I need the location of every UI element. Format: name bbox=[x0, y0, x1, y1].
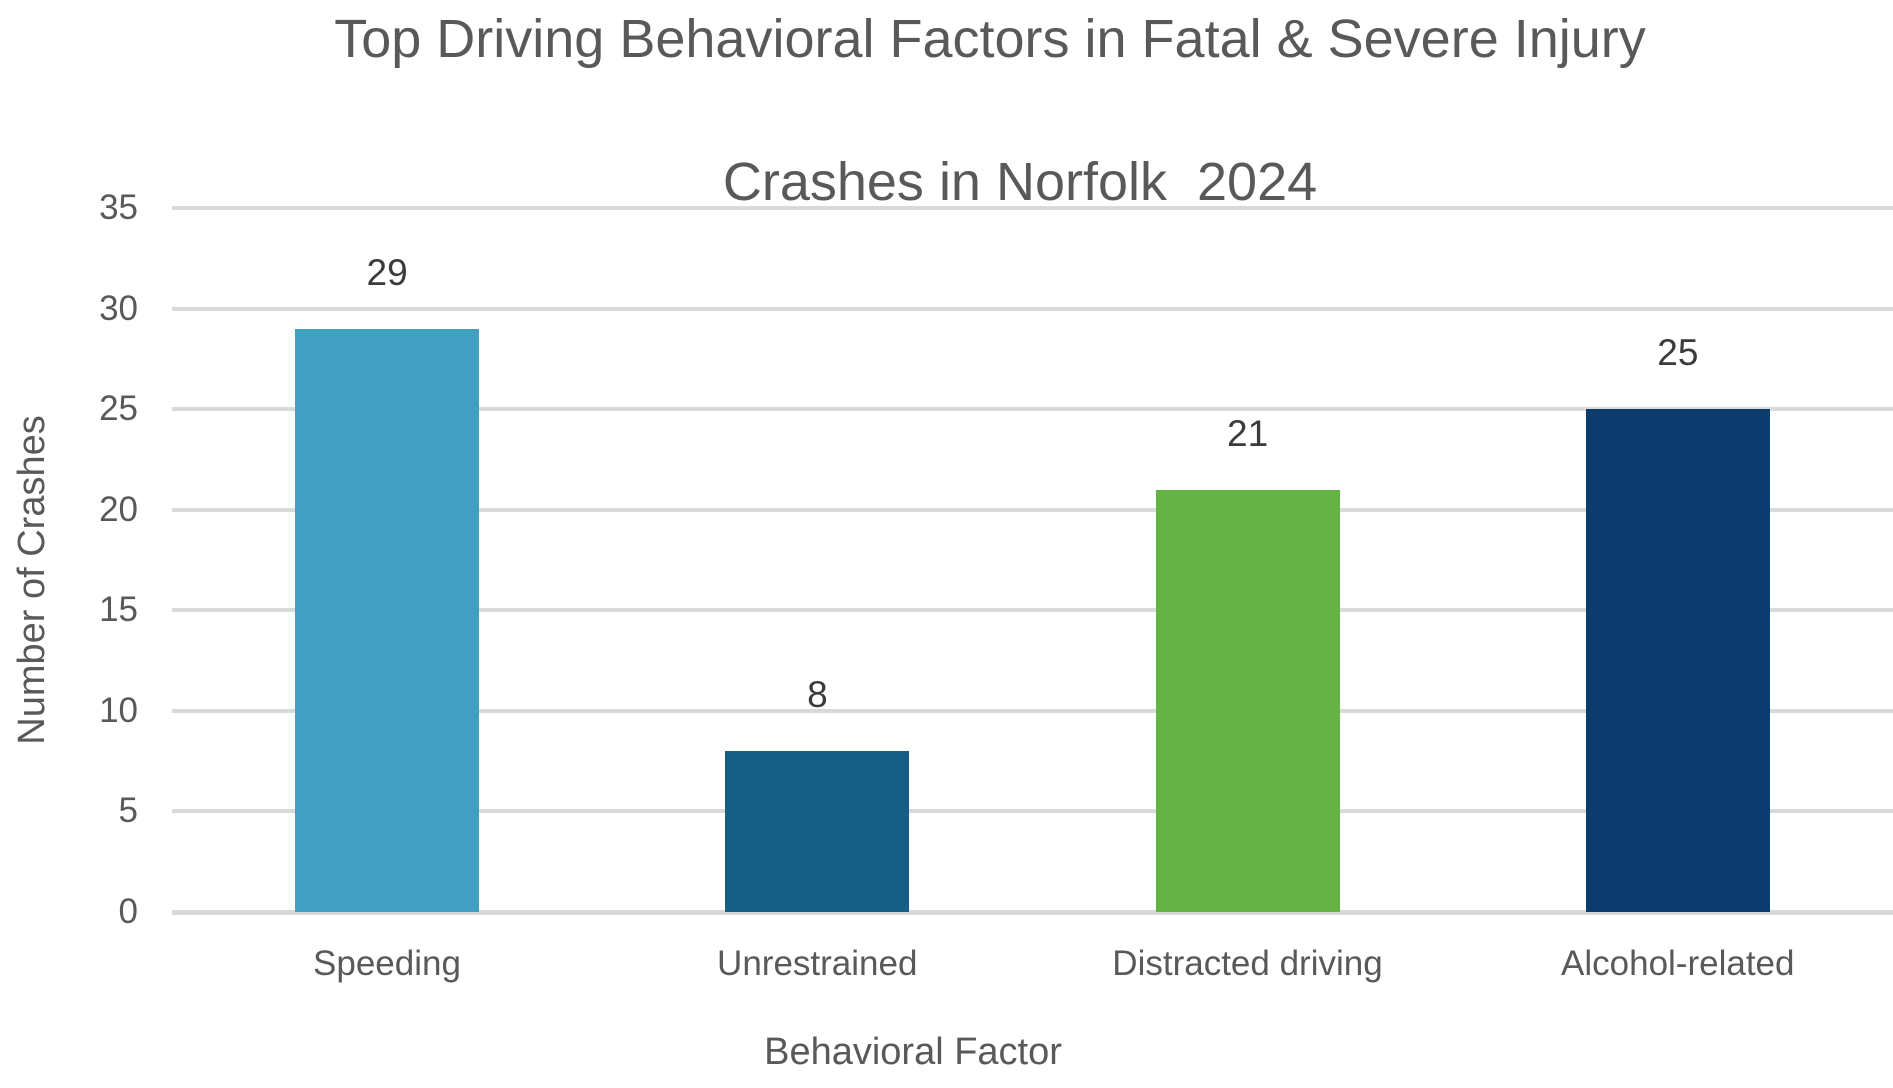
x-category-label-alcohol-related: Alcohol-related bbox=[1561, 944, 1795, 983]
gridline-y-25 bbox=[172, 407, 1893, 412]
x-category-label-speeding: Speeding bbox=[313, 944, 461, 983]
y-tick-label-10: 10 bbox=[99, 690, 138, 730]
y-tick-label-35: 35 bbox=[99, 188, 138, 227]
gridline-y-35 bbox=[172, 206, 1893, 210]
bar-unrestrained bbox=[725, 751, 910, 912]
x-category-label-distracted-driving: Distracted driving bbox=[1112, 944, 1383, 983]
bar-alcohol-related bbox=[1585, 409, 1770, 912]
bar-value-label-distracted-driving: 21 bbox=[1227, 412, 1269, 454]
bar-distracted-driving bbox=[1155, 489, 1340, 912]
y-tick-label-0: 0 bbox=[118, 892, 138, 931]
y-tick-label-25: 25 bbox=[99, 389, 138, 429]
bar-value-label-speeding: 29 bbox=[366, 251, 408, 293]
chart-title: Top Driving Behavioral Factors in Fatal … bbox=[140, 4, 1840, 289]
gridline-y-30 bbox=[172, 306, 1893, 311]
x-axis-title: Behavioral Factor bbox=[764, 1031, 1062, 1073]
bar-value-label-alcohol-related: 25 bbox=[1657, 332, 1699, 374]
gridline-y-20 bbox=[172, 507, 1893, 512]
y-tick-label-5: 5 bbox=[118, 791, 138, 831]
gridline-y-15 bbox=[172, 608, 1893, 613]
bar-value-label-unrestrained: 8 bbox=[807, 674, 828, 716]
chart-title-line2: Crashes in Norfolk 2024 bbox=[722, 151, 1318, 212]
gridline-y-10 bbox=[172, 708, 1893, 713]
y-tick-label-15: 15 bbox=[99, 590, 138, 630]
x-category-label-unrestrained: Unrestrained bbox=[717, 944, 918, 983]
y-tick-label-30: 30 bbox=[99, 288, 138, 328]
chart-title-line1: Top Driving Behavioral Factors in Fatal … bbox=[334, 9, 1646, 69]
gridline-y-5 bbox=[172, 809, 1893, 814]
y-tick-label-20: 20 bbox=[99, 489, 138, 529]
x-axis-baseline bbox=[172, 910, 1893, 915]
bar-speeding bbox=[295, 328, 480, 912]
